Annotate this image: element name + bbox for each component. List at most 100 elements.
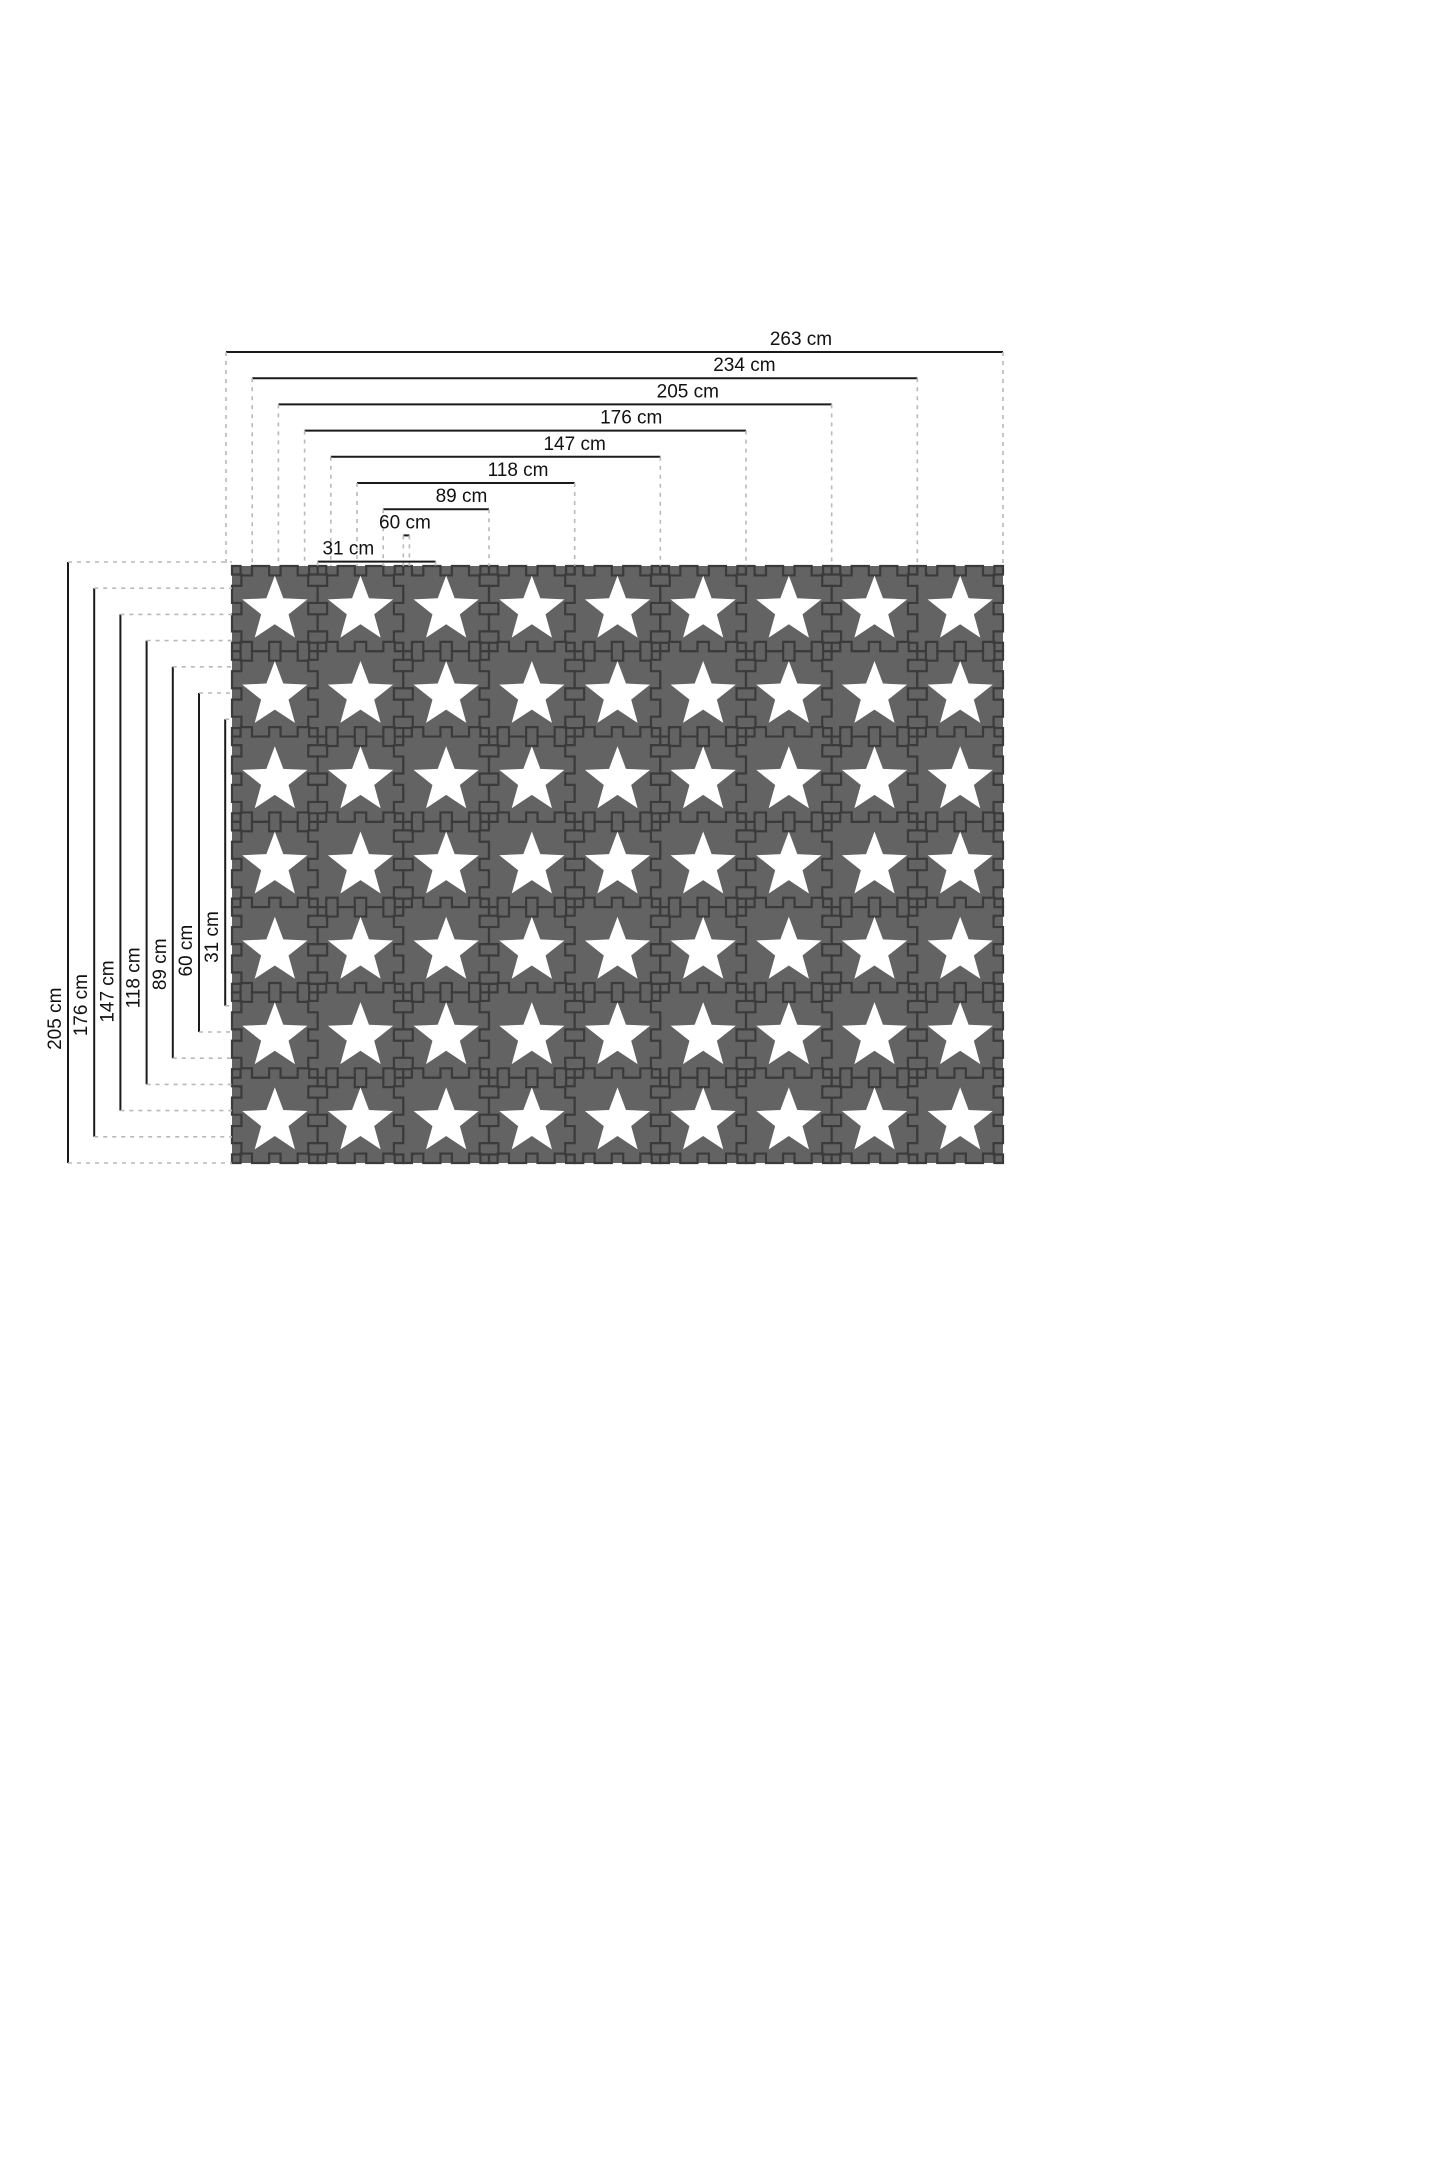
v-dimension-label: 60 cm <box>176 925 197 977</box>
mat-tile <box>649 640 748 738</box>
mat-tile <box>230 896 319 994</box>
star-icon <box>756 746 822 809</box>
star-icon <box>670 1002 736 1065</box>
v-dimension-label: 205 cm <box>45 988 66 1050</box>
star-icon <box>841 746 908 809</box>
v-dimension-label: 31 cm <box>202 911 223 963</box>
star-icon <box>927 831 993 894</box>
star-icon <box>327 1087 394 1150</box>
star-icon <box>927 1087 993 1150</box>
mat-tile <box>564 1067 662 1165</box>
star-icon <box>499 575 565 638</box>
star-icon <box>927 660 993 723</box>
star-icon <box>756 1087 822 1150</box>
star-icon <box>670 831 736 894</box>
star-icon <box>670 746 736 809</box>
h-dimension-label: 31 cm <box>322 539 374 560</box>
mat-tile <box>564 726 662 823</box>
mat-tile <box>821 640 919 738</box>
star-icon <box>756 1002 822 1065</box>
star-icon <box>242 575 308 638</box>
h-dimension-label: 89 cm <box>436 486 488 507</box>
vertical-dimension-group: 205 cm 176 cm 147 cm 118 cm 89 cm 60 cm 31 cm <box>45 561 232 1164</box>
star-icon <box>670 660 736 723</box>
star-icon <box>413 746 479 809</box>
star-icon <box>413 575 479 638</box>
h-dimension-label: 205 cm <box>657 381 719 402</box>
star-icon <box>584 1087 651 1150</box>
star-icon <box>242 746 308 809</box>
star-icon <box>841 1002 908 1065</box>
star-icon <box>327 916 394 979</box>
star-icon <box>327 746 394 809</box>
star-icon <box>413 660 479 723</box>
v-dimension-label: 118 cm <box>124 947 145 1008</box>
star-icon <box>584 575 651 638</box>
mat-tile <box>735 896 833 994</box>
mat-tile <box>478 981 576 1079</box>
star-icon <box>927 746 993 809</box>
v-dimension-label: 147 cm <box>97 960 118 1022</box>
mat-tile <box>649 811 748 909</box>
mat-tile <box>821 811 919 909</box>
v-dimension-label: 89 cm <box>150 938 171 990</box>
mat-tile <box>564 896 662 994</box>
h-dimension-label: 176 cm <box>600 408 662 429</box>
mat-tile <box>392 564 491 653</box>
star-icon <box>927 1002 993 1065</box>
star-icon <box>327 1002 394 1065</box>
mat-tile <box>307 811 405 909</box>
mat-tile <box>478 811 576 909</box>
mat-tile <box>230 726 319 823</box>
mat-tile <box>906 1067 1005 1165</box>
h-dimension-label: 147 cm <box>543 434 605 455</box>
star-icon <box>841 916 908 979</box>
mat-tile <box>392 1067 491 1165</box>
mat-tile <box>649 981 748 1079</box>
star-icon <box>413 831 479 894</box>
star-icon <box>327 660 394 723</box>
star-icon <box>841 575 908 638</box>
star-icon <box>499 1087 565 1150</box>
mat-tile <box>906 564 1005 653</box>
star-icon <box>242 916 308 979</box>
h-dimension-label: 234 cm <box>713 355 775 376</box>
mat-tile <box>906 896 1005 994</box>
mat-tile <box>564 564 662 653</box>
star-icon <box>327 831 394 894</box>
star-icon <box>756 831 822 894</box>
star-icon <box>584 916 651 979</box>
star-icon <box>927 575 993 638</box>
mat-tile <box>307 981 405 1079</box>
star-icon <box>670 1087 736 1150</box>
mat-tile <box>392 896 491 994</box>
mat-tile <box>230 1067 319 1165</box>
star-icon <box>584 660 651 723</box>
star-icon <box>242 1002 308 1065</box>
star-icon <box>584 746 651 809</box>
h-dimension-label: 60 cm <box>379 512 431 533</box>
star-icon <box>413 1087 479 1150</box>
star-icon <box>756 660 822 723</box>
mat-tile <box>230 564 319 653</box>
mat-tile <box>735 564 833 653</box>
star-icon <box>499 831 565 894</box>
star-icon <box>242 831 308 894</box>
mat-tile <box>392 726 491 823</box>
h-dimension-label: 263 cm <box>770 329 832 350</box>
mat-tile <box>478 640 576 738</box>
star-icon <box>841 831 908 894</box>
star-icon <box>670 575 736 638</box>
star-icon <box>499 1002 565 1065</box>
star-icon <box>327 575 394 638</box>
star-icon <box>584 831 651 894</box>
star-icon <box>499 916 565 979</box>
star-icon <box>242 1087 308 1150</box>
star-icon <box>242 660 308 723</box>
star-icon <box>499 746 565 809</box>
star-icon <box>841 660 908 723</box>
h-dimension-label: 118 cm <box>488 460 549 481</box>
